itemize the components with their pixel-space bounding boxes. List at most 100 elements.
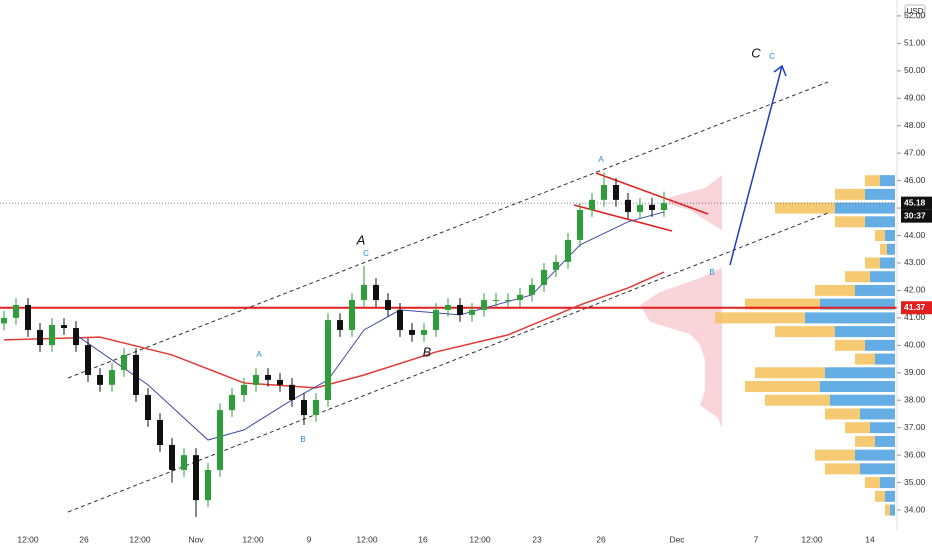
x-tick-label: 12:00 xyxy=(356,534,378,544)
volume-down xyxy=(825,408,860,420)
y-tick-label: 37.00 xyxy=(904,422,926,432)
volume-up xyxy=(875,353,895,365)
x-tick-label: 14 xyxy=(865,534,875,544)
x-tick-label: 12:00 xyxy=(129,534,151,544)
volume-down xyxy=(745,381,820,393)
y-tick-label: 50.00 xyxy=(904,65,926,75)
annotation: A xyxy=(256,350,262,359)
x-tick-label: 12:00 xyxy=(801,534,823,544)
candle-body xyxy=(481,300,487,310)
volume-up xyxy=(855,449,895,461)
candle-body xyxy=(589,199,595,210)
candle-body xyxy=(217,410,223,470)
volume-down xyxy=(865,175,880,187)
volume-up xyxy=(865,339,895,351)
volume-up xyxy=(830,394,895,406)
scale: 34.00 35.00 36.00 37.00 38.00 39.00 40.00 41.00… xyxy=(17,10,932,544)
x-tick-label: Dec xyxy=(669,534,685,544)
candle-body xyxy=(601,185,607,200)
volume-down xyxy=(875,230,885,242)
channel-upper xyxy=(67,81,829,379)
x-tick-label: Nov xyxy=(188,534,204,544)
y-tick-label: 47.00 xyxy=(904,147,926,157)
y-tick-label: 52.00 xyxy=(904,10,926,20)
y-tick-label: 43.00 xyxy=(904,257,926,267)
candle-body xyxy=(397,309,403,330)
currency-box[interactable] xyxy=(904,4,926,19)
candle-body xyxy=(373,284,379,301)
candle-body xyxy=(349,300,355,330)
y-tick-label: 36.00 xyxy=(904,449,926,459)
candle-body xyxy=(505,300,511,302)
annotation: A xyxy=(356,232,366,247)
volume-down xyxy=(815,449,855,461)
candle-body xyxy=(313,399,319,416)
candle-body xyxy=(565,239,571,262)
volume-up xyxy=(880,257,895,269)
x-tick-label: 26 xyxy=(596,534,606,544)
candle-body xyxy=(553,261,559,270)
candle-body xyxy=(325,320,331,400)
candle-body xyxy=(157,420,163,445)
x-tick-label: 9 xyxy=(307,534,312,544)
volume-down xyxy=(745,298,820,310)
volume-up xyxy=(805,312,895,324)
price-scale xyxy=(897,0,932,550)
x-tick-label: 7 xyxy=(754,534,759,544)
candle-body xyxy=(97,374,103,385)
volume-up xyxy=(835,202,895,214)
candle-body xyxy=(145,395,151,420)
volume-up xyxy=(887,243,895,255)
y-tick-label: 40.00 xyxy=(904,340,926,350)
annotation: B xyxy=(300,435,305,444)
candle-body xyxy=(37,329,43,346)
candle-body xyxy=(529,284,535,295)
candle-body xyxy=(241,384,247,396)
session-profile xyxy=(640,175,722,428)
y-tick-label: 48.00 xyxy=(904,120,926,130)
volume-up xyxy=(865,188,895,200)
candle-body xyxy=(361,284,367,301)
annotation: C xyxy=(751,45,761,60)
volume-down xyxy=(845,271,870,283)
volume-down xyxy=(865,257,880,269)
y-tick-label: 42.00 xyxy=(904,285,926,295)
volume-up xyxy=(855,284,895,296)
volume-up xyxy=(880,175,895,187)
volume-down xyxy=(875,490,885,502)
y-tick-label: 44.00 xyxy=(904,230,926,240)
volume-up xyxy=(865,216,895,228)
candle-body xyxy=(133,354,139,396)
candle-body xyxy=(205,469,211,501)
y-tick-label: 46.00 xyxy=(904,175,926,185)
candle-body xyxy=(337,320,343,330)
volume-up xyxy=(820,298,895,310)
candle-body xyxy=(649,204,655,210)
candle-body xyxy=(109,370,115,385)
volume-up xyxy=(860,463,895,475)
moving-average xyxy=(3,271,665,389)
x-tick-label: 26 xyxy=(79,534,89,544)
candle-body xyxy=(301,399,307,416)
y-tick-label: 51.00 xyxy=(904,38,926,48)
volume-up xyxy=(820,381,895,393)
annotation: C xyxy=(363,249,369,258)
candle-body xyxy=(637,204,643,212)
volume-profile xyxy=(715,175,895,516)
candle-body xyxy=(409,329,415,335)
volume-up xyxy=(835,326,895,338)
volume-down xyxy=(855,353,875,365)
annotation: A xyxy=(598,155,604,164)
y-tick-label: 39.00 xyxy=(904,367,926,377)
projection-arrow xyxy=(729,65,783,266)
annotation: B xyxy=(709,268,714,277)
volume-up xyxy=(890,504,895,516)
x-tick-label: 12:00 xyxy=(469,534,491,544)
candle-body xyxy=(517,294,523,301)
volume-down xyxy=(835,339,865,351)
candle-body xyxy=(121,354,127,371)
y-tick-label: 49.00 xyxy=(904,93,926,103)
candle-body xyxy=(265,374,271,380)
